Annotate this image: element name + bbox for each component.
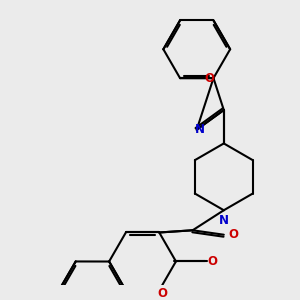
Text: N: N bbox=[195, 123, 205, 136]
Text: O: O bbox=[208, 255, 218, 268]
Text: O: O bbox=[204, 72, 214, 85]
Text: N: N bbox=[219, 214, 229, 226]
Text: O: O bbox=[158, 287, 168, 300]
Text: O: O bbox=[228, 228, 238, 241]
